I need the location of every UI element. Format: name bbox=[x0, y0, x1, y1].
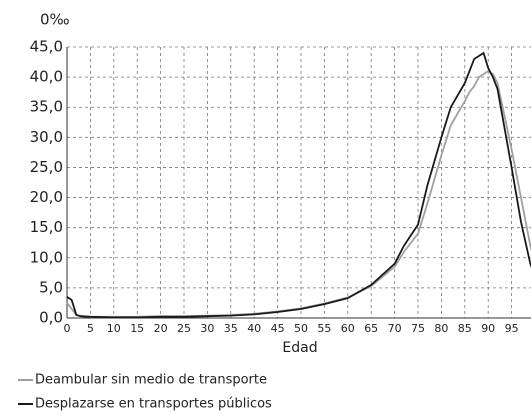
x-axis-label: Edad bbox=[282, 340, 317, 356]
y-tick-label: 40,0 bbox=[30, 68, 63, 86]
line-series bbox=[66, 70, 531, 318]
y-tick-label: 20,0 bbox=[30, 188, 63, 206]
x-tick-label: 5 bbox=[87, 322, 94, 335]
line-series bbox=[66, 51, 531, 319]
y-tick-label: 0,0 bbox=[39, 309, 63, 327]
x-tick-label: 70 bbox=[388, 322, 402, 335]
y-tick-label: 45,0 bbox=[30, 38, 63, 56]
y-tick-label: 10,0 bbox=[30, 248, 63, 266]
x-tick-label: 25 bbox=[177, 322, 191, 335]
x-tick-label: 50 bbox=[294, 322, 308, 335]
y-tick-label: 25,0 bbox=[30, 158, 63, 176]
x-tick-label: 80 bbox=[434, 322, 448, 335]
y-tick-label: 30,0 bbox=[30, 128, 63, 146]
x-tick-label: 55 bbox=[317, 322, 331, 335]
legend-label: Deambular sin medio de transporte bbox=[35, 373, 267, 388]
x-tick-label: 85 bbox=[458, 322, 472, 335]
y-tick-label: 15,0 bbox=[30, 218, 63, 236]
x-tick-label: 20 bbox=[154, 322, 168, 335]
y-tick-label: 35,0 bbox=[30, 98, 63, 116]
legend-label: Desplazarse en transportes públicos bbox=[35, 397, 272, 412]
y-unit-label: 0‰ bbox=[40, 11, 70, 29]
x-tick-label: 45 bbox=[271, 322, 285, 335]
x-tick-label: 75 bbox=[411, 322, 425, 335]
x-tick-label: 15 bbox=[130, 322, 144, 335]
x-tick-label: 90 bbox=[481, 322, 495, 335]
x-tick-label: 10 bbox=[107, 322, 121, 335]
x-tick-label: 40 bbox=[247, 322, 261, 335]
x-tick-label: 60 bbox=[341, 322, 355, 335]
x-tick-label: 65 bbox=[364, 322, 378, 335]
y-tick-label: 5,0 bbox=[39, 278, 63, 296]
x-tick-label: 35 bbox=[224, 322, 238, 335]
x-tick-label: 95 bbox=[505, 322, 519, 335]
x-tick-label: 0 bbox=[64, 322, 71, 335]
x-tick-label: 30 bbox=[200, 322, 214, 335]
